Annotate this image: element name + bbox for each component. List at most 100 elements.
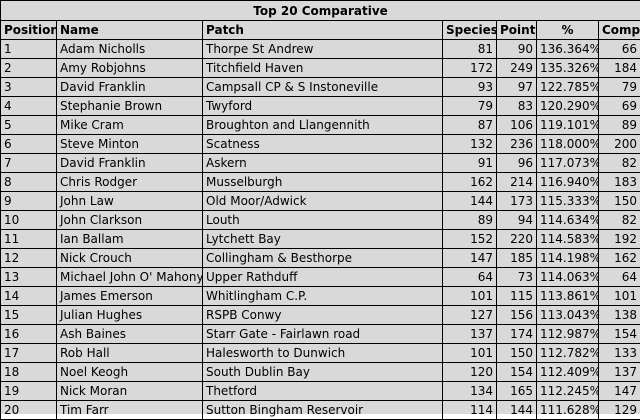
cell-percent: 136.364%: [537, 40, 599, 59]
cell-points: 94: [497, 211, 537, 230]
header-name: Name: [57, 21, 203, 40]
cell-name: Chris Rodger: [57, 173, 203, 192]
cell-species: 127: [443, 306, 497, 325]
cell-points: 106: [497, 116, 537, 135]
cell-percent: 115.333%: [537, 192, 599, 211]
cell-comp: 138: [599, 306, 640, 325]
cell-percent: 114.634%: [537, 211, 599, 230]
cell-percent: 114.198%: [537, 249, 599, 268]
cell-points: 220: [497, 230, 537, 249]
cell-comp: 82: [599, 154, 640, 173]
cell-percent: 112.987%: [537, 325, 599, 344]
cell-species: 144: [443, 192, 497, 211]
cell-position: 16: [1, 325, 57, 344]
cell-comp: 137: [599, 363, 640, 382]
cell-position: 2: [1, 59, 57, 78]
cell-name: Ash Baines: [57, 325, 203, 344]
cell-comp: 89: [599, 116, 640, 135]
cell-species: 147: [443, 249, 497, 268]
cell-percent: 122.785%: [537, 78, 599, 97]
cell-patch: Sutton Bingham Reservoir: [203, 401, 443, 420]
cell-species: 120: [443, 363, 497, 382]
cell-comp: 147: [599, 382, 640, 401]
cell-patch: Twyford: [203, 97, 443, 116]
cell-points: 83: [497, 97, 537, 116]
cell-points: 150: [497, 344, 537, 363]
cell-species: 101: [443, 287, 497, 306]
header-percent: %: [537, 21, 599, 40]
cell-patch: Old Moor/Adwick: [203, 192, 443, 211]
cell-points: 185: [497, 249, 537, 268]
cell-species: 162: [443, 173, 497, 192]
cell-patch: Louth: [203, 211, 443, 230]
cell-position: 13: [1, 268, 57, 287]
cell-species: 79: [443, 97, 497, 116]
cell-patch: Thorpe St Andrew: [203, 40, 443, 59]
cell-comp: 162: [599, 249, 640, 268]
cell-patch: Campsall CP & S Instoneville: [203, 78, 443, 97]
cell-comp: 133: [599, 344, 640, 363]
cell-points: 174: [497, 325, 537, 344]
cell-points: 154: [497, 363, 537, 382]
cell-percent: 119.101%: [537, 116, 599, 135]
cell-points: 144: [497, 401, 537, 420]
cell-points: 115: [497, 287, 537, 306]
cell-name: Mike Cram: [57, 116, 203, 135]
cell-percent: 114.063%: [537, 268, 599, 287]
cell-position: 11: [1, 230, 57, 249]
cell-species: 93: [443, 78, 497, 97]
cell-name: Amy Robjohns: [57, 59, 203, 78]
cell-name: Noel Keogh: [57, 363, 203, 382]
header-position: Position: [1, 21, 57, 40]
cell-comp: 69: [599, 97, 640, 116]
cell-name: David Franklin: [57, 78, 203, 97]
cell-comp: 129: [599, 401, 640, 420]
cell-name: Nick Crouch: [57, 249, 203, 268]
cell-points: 90: [497, 40, 537, 59]
cell-patch: Halesworth to Dunwich: [203, 344, 443, 363]
cell-species: 87: [443, 116, 497, 135]
cell-comp: 200: [599, 135, 640, 154]
cell-name: Ian Ballam: [57, 230, 203, 249]
cell-name: Stephanie Brown: [57, 97, 203, 116]
cell-percent: 112.782%: [537, 344, 599, 363]
cell-species: 132: [443, 135, 497, 154]
cell-percent: 114.583%: [537, 230, 599, 249]
cell-patch: Thetford: [203, 382, 443, 401]
cell-species: 101: [443, 344, 497, 363]
cell-position: 18: [1, 363, 57, 382]
cell-position: 4: [1, 97, 57, 116]
cell-points: 165: [497, 382, 537, 401]
title-row: Top 20 Comparative: [1, 1, 640, 21]
cell-comp: 64: [599, 268, 640, 287]
cell-patch: Askern: [203, 154, 443, 173]
cell-patch: South Dublin Bay: [203, 363, 443, 382]
cell-position: 20: [1, 401, 57, 420]
cell-name: John Law: [57, 192, 203, 211]
cell-name: Michael John O' Mahony: [57, 268, 203, 287]
cell-patch: Whitlingham C.P.: [203, 287, 443, 306]
cell-points: 173: [497, 192, 537, 211]
cell-position: 17: [1, 344, 57, 363]
cell-patch: Collingham & Besthorpe: [203, 249, 443, 268]
cell-percent: 112.409%: [537, 363, 599, 382]
cell-percent: 113.043%: [537, 306, 599, 325]
header-comp: Comp: [599, 21, 640, 40]
cell-patch: Lytchett Bay: [203, 230, 443, 249]
